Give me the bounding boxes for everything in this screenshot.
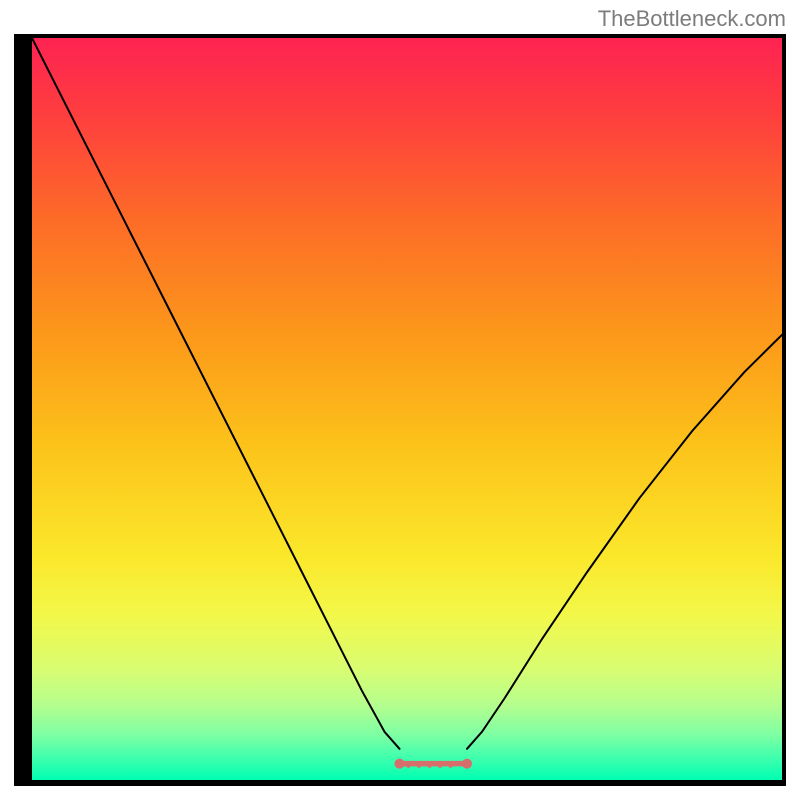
watermark-text: TheBottleneck.com	[598, 6, 786, 32]
bottleneck-chart	[14, 34, 786, 786]
chart-svg	[14, 34, 786, 786]
